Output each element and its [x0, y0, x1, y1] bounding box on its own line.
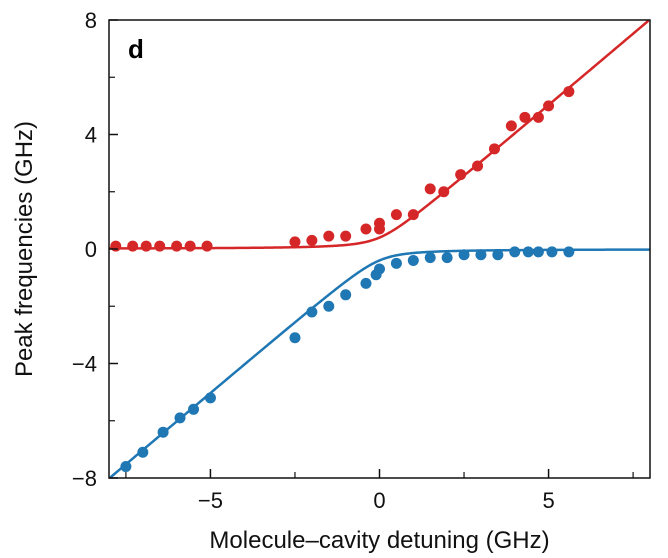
upper-branch-data-point: [472, 160, 484, 172]
upper-branch-data-point: [110, 240, 122, 252]
lower-branch-data-point: [532, 246, 544, 258]
fit-curves: [109, 19, 650, 479]
y-tick-label: −4: [72, 352, 97, 377]
upper-branch-data-point: [390, 209, 402, 221]
upper-branch-data-point: [154, 240, 166, 252]
upper-branch-data-point: [505, 120, 517, 132]
upper-branch-data-point: [407, 209, 419, 221]
lower-branch-data-point: [458, 249, 470, 261]
upper-branch-data-point: [424, 183, 436, 195]
upper-branch-data-point: [140, 240, 152, 252]
lower-branch-data-point: [137, 446, 149, 458]
lower-branch-data-point: [120, 461, 132, 473]
lower-branch-data-point: [188, 403, 200, 415]
x-axis-title: Molecule–cavity detuning (GHz): [209, 527, 549, 554]
upper-branch-data-point: [563, 86, 575, 98]
lower-branch-data-point: [374, 263, 385, 275]
upper-branch-data-point: [127, 240, 139, 252]
lower-branch-data-point: [340, 289, 352, 301]
upper-branch-data-point: [289, 236, 301, 248]
y-tick-label: 8: [85, 8, 97, 33]
upper-branch-data-point: [323, 230, 335, 242]
upper-branch-fit-line: [109, 19, 650, 250]
lower-branch-data-point: [563, 246, 575, 258]
lower-branch-data-point: [424, 252, 436, 264]
lower-branch-data-point: [475, 249, 487, 261]
plot-area: [109, 19, 650, 479]
lower-branch-data-point: [360, 277, 372, 289]
upper-branch-data-point: [455, 169, 467, 181]
upper-branch-data-point: [340, 230, 352, 242]
upper-branch-data-point: [201, 240, 213, 252]
upper-branch-data-point: [184, 240, 196, 252]
upper-branch-data-point: [438, 186, 450, 198]
upper-branch-data-point: [306, 234, 318, 246]
lower-branch-data-point: [509, 246, 521, 258]
lower-branch-data-point: [174, 412, 186, 424]
axis-ticks: −5 0 5 −8 −4 0 4 8: [72, 8, 634, 513]
lower-branch-data-point: [441, 252, 453, 264]
x-tick-label: 5: [542, 488, 554, 513]
upper-branch-data-point: [532, 111, 544, 123]
x-tick-label: 0: [373, 488, 385, 513]
lower-branch-data-point: [323, 300, 335, 312]
upper-branch-data-point: [488, 143, 500, 155]
upper-branch-data-point: [374, 223, 385, 235]
y-tick-label: 0: [85, 237, 97, 262]
upper-branch-data-point: [171, 240, 183, 252]
lower-branch-data-point: [289, 332, 301, 344]
lower-branch-data-point: [546, 246, 558, 258]
upper-branch-data-point: [360, 223, 372, 235]
lower-branch-data-point: [204, 392, 216, 404]
panel-label: d: [128, 34, 144, 64]
lower-branch-fit-line: [109, 248, 650, 479]
lower-branch-data-point: [390, 257, 402, 269]
y-tick-label: 4: [85, 123, 97, 148]
lower-branch-data-point: [306, 306, 318, 318]
upper-branch-data-point: [543, 100, 555, 112]
upper-branch-data-point: [519, 111, 531, 123]
lower-branch-data-point: [157, 426, 169, 438]
y-tick-label: −8: [72, 466, 97, 491]
y-axis-title: Peak frequencies (GHz): [11, 121, 38, 377]
lower-branch-data-point: [492, 249, 504, 261]
data-points: [110, 86, 575, 473]
lower-branch-data-point: [522, 246, 534, 258]
lower-branch-data-point: [407, 254, 419, 266]
x-tick-label: −5: [198, 488, 223, 513]
